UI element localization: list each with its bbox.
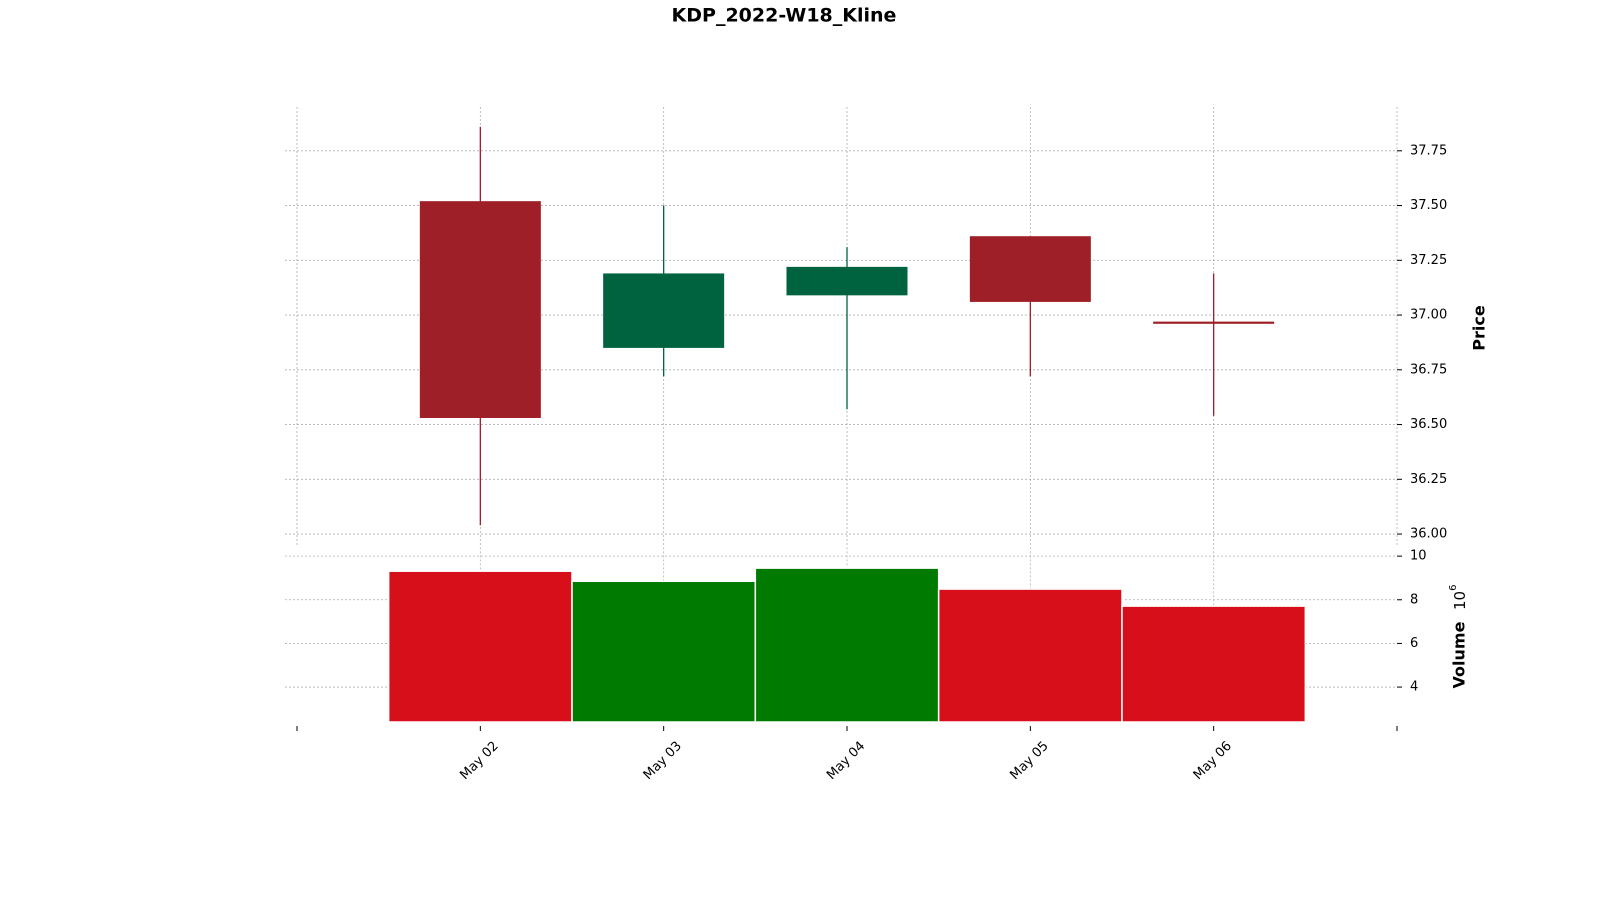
x-tick-label: May 03 xyxy=(641,739,685,783)
y-tick-label: 36.75 xyxy=(1410,362,1447,377)
y-tick-label: 37.00 xyxy=(1410,308,1447,323)
volume-bar xyxy=(937,588,1123,723)
x-tick-label: May 05 xyxy=(1007,739,1051,783)
y-tick-label: 37.75 xyxy=(1410,143,1447,158)
x-tick-label: May 06 xyxy=(1191,739,1235,783)
x-tick-label: May 02 xyxy=(457,739,501,783)
y-tick-label: 6 xyxy=(1410,636,1418,651)
x-tick-label: May 04 xyxy=(824,739,868,783)
candle-body xyxy=(969,236,1091,302)
y-tick-label: 36.25 xyxy=(1410,472,1447,487)
volume-bar xyxy=(387,570,573,723)
volume-scale-base: 10 xyxy=(1451,591,1469,610)
y-tick-label: 37.25 xyxy=(1410,253,1447,268)
volume-bar xyxy=(1121,605,1307,723)
candle-body xyxy=(603,273,725,348)
candle-body xyxy=(419,201,541,418)
candle-body xyxy=(1153,321,1275,324)
volume-scale-exponent: 6 xyxy=(1448,585,1459,591)
y-tick-label: 36.00 xyxy=(1410,527,1447,542)
y-tick-label: 37.50 xyxy=(1410,198,1447,213)
y-tick-label: 4 xyxy=(1410,680,1418,695)
y-tick-label: 36.50 xyxy=(1410,417,1447,432)
volume-bar xyxy=(754,567,940,723)
y-tick-label: 10 xyxy=(1410,549,1427,564)
volume-bar xyxy=(571,580,757,723)
candle-body xyxy=(786,266,908,296)
y-tick-label: 8 xyxy=(1410,592,1418,607)
volume-axis-label: Volume xyxy=(1450,621,1469,688)
chart-title: KDP_2022-W18_Kline xyxy=(672,5,897,27)
volume-scale: 106 xyxy=(1448,585,1469,610)
y-axis-label: Price xyxy=(1470,305,1489,351)
